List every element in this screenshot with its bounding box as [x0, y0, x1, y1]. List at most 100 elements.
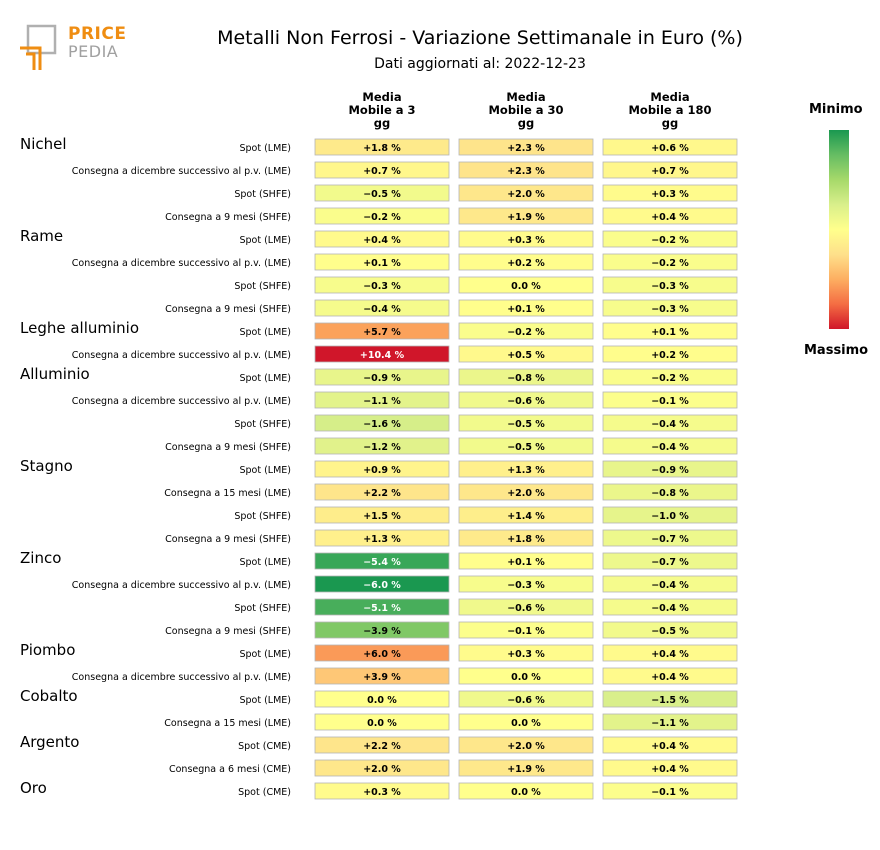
- column-header: Media Mobile a 30 gg: [488, 90, 564, 130]
- cell-value-label: +0.2 %: [507, 258, 545, 269]
- heatmap-cell: [458, 529, 594, 547]
- cell-value-label: −0.5 %: [651, 626, 689, 637]
- cell-value-label: −0.2 %: [651, 235, 689, 246]
- heatmap-cell: [458, 552, 594, 570]
- cell-value-label: −0.2 %: [507, 327, 545, 338]
- cell-value-label: +0.4 %: [651, 649, 689, 660]
- group-label: Leghe alluminio: [20, 319, 139, 337]
- cell-value-label: +0.1 %: [507, 304, 545, 315]
- row-label: Spot (SHFE): [234, 511, 291, 522]
- cell-value-label: +0.4 %: [651, 212, 689, 223]
- cell-value-label: +10.4 %: [360, 350, 405, 361]
- cell-value-label: +6.0 %: [363, 649, 401, 660]
- row-label: Spot (LME): [239, 695, 291, 706]
- cell-value-label: −6.0 %: [363, 580, 401, 591]
- cell-value-label: −1.1 %: [363, 396, 401, 407]
- cell-value-label: +0.1 %: [651, 327, 689, 338]
- heatmap-cell: [458, 299, 594, 317]
- heatmap-cell: [602, 345, 738, 363]
- heatmap-cell: [602, 368, 738, 386]
- cell-value-label: −5.1 %: [363, 603, 401, 614]
- cell-value-label: −0.4 %: [651, 419, 689, 430]
- cell-value-label: +0.3 %: [507, 649, 545, 660]
- cell-value-label: 0.0 %: [367, 695, 397, 706]
- cell-value-label: −1.5 %: [651, 695, 689, 706]
- heatmap-cell: [458, 414, 594, 432]
- heatmap-cell: [602, 483, 738, 501]
- heatmap-cell: [602, 437, 738, 455]
- heatmap-cell: [602, 276, 738, 294]
- row-label: Consegna a 9 mesi (SHFE): [165, 212, 291, 223]
- cell-value-label: +0.5 %: [507, 350, 545, 361]
- legend-max-label: Massimo: [804, 343, 869, 358]
- cell-value-label: −0.7 %: [651, 534, 689, 545]
- heatmap-cell: [458, 184, 594, 202]
- heatmap-cell: [458, 345, 594, 363]
- heatmap-cell: [602, 161, 738, 179]
- cell-value-label: −3.9 %: [363, 626, 401, 637]
- cell-value-label: −0.7 %: [651, 557, 689, 568]
- heatmap-cell: [314, 138, 450, 156]
- group-label: Zinco: [20, 549, 61, 567]
- heatmap-cell: [458, 391, 594, 409]
- heatmap-cell: [602, 391, 738, 409]
- cell-value-label: −0.5 %: [363, 189, 401, 200]
- chart-title: Metalli Non Ferrosi - Variazione Settima…: [217, 27, 743, 49]
- cell-value-label: −0.2 %: [651, 258, 689, 269]
- cell-value-label: −0.3 %: [363, 281, 401, 292]
- heatmap-cell: [314, 644, 450, 662]
- cell-value-label: +1.3 %: [507, 465, 545, 476]
- row-label: Spot (SHFE): [234, 419, 291, 430]
- row-label: Consegna a dicembre successivo al p.v. (…: [72, 580, 291, 591]
- cell-value-label: 0.0 %: [511, 281, 541, 292]
- cell-value-label: −0.4 %: [651, 442, 689, 453]
- heatmap-cell: [314, 437, 450, 455]
- row-label: Consegna a dicembre successivo al p.v. (…: [72, 396, 291, 407]
- heatmap-cell: [458, 690, 594, 708]
- row-label: Consegna a 9 mesi (SHFE): [165, 442, 291, 453]
- heatmap-cell: [458, 736, 594, 754]
- heatmap-cell: [314, 368, 450, 386]
- cell-value-label: +2.0 %: [363, 764, 401, 775]
- cell-value-label: +1.9 %: [507, 212, 545, 223]
- heatmap-cell: [602, 414, 738, 432]
- row-label: Consegna a 9 mesi (SHFE): [165, 534, 291, 545]
- heatmap-cell: [602, 575, 738, 593]
- row-label: Consegna a 9 mesi (SHFE): [165, 304, 291, 315]
- heatmap-cell: [602, 621, 738, 639]
- cell-value-label: −0.8 %: [651, 488, 689, 499]
- cell-value-label: −1.2 %: [363, 442, 401, 453]
- heatmap-cell: [314, 414, 450, 432]
- heatmap-cell: [458, 667, 594, 685]
- cell-value-label: +1.4 %: [507, 511, 545, 522]
- heatmap-cell: [314, 598, 450, 616]
- heatmap-cell: [458, 621, 594, 639]
- cell-value-label: −0.5 %: [507, 442, 545, 453]
- group-label: Nichel: [20, 135, 67, 153]
- heatmap-cell: [602, 460, 738, 478]
- row-label: Spot (LME): [239, 649, 291, 660]
- column-header: Media Mobile a 3 gg: [348, 90, 416, 130]
- cell-value-label: 0.0 %: [511, 787, 541, 798]
- legend-color-bar: [829, 130, 849, 329]
- heatmap-cell: [314, 230, 450, 248]
- cell-value-label: +0.3 %: [651, 189, 689, 200]
- pricepedia-logo: PRICE PEDIA: [18, 24, 128, 74]
- cell-value-label: −0.5 %: [507, 419, 545, 430]
- row-label: Consegna a 15 mesi (LME): [164, 488, 291, 499]
- logo-word-pedia: PEDIA: [68, 42, 119, 61]
- heatmap-cell: [314, 299, 450, 317]
- cell-value-label: −1.0 %: [651, 511, 689, 522]
- group-label: Argento: [20, 733, 79, 751]
- heatmap-cell: [314, 621, 450, 639]
- row-label: Spot (SHFE): [234, 281, 291, 292]
- heatmap-cell: [314, 184, 450, 202]
- heatmap-cell: [314, 483, 450, 501]
- heatmap-cell: [458, 253, 594, 271]
- heatmap-cell: [314, 759, 450, 777]
- heatmap-cell: [458, 207, 594, 225]
- row-label: Spot (CME): [238, 787, 291, 798]
- heatmap-cell: [314, 276, 450, 294]
- cell-value-label: −0.2 %: [651, 373, 689, 384]
